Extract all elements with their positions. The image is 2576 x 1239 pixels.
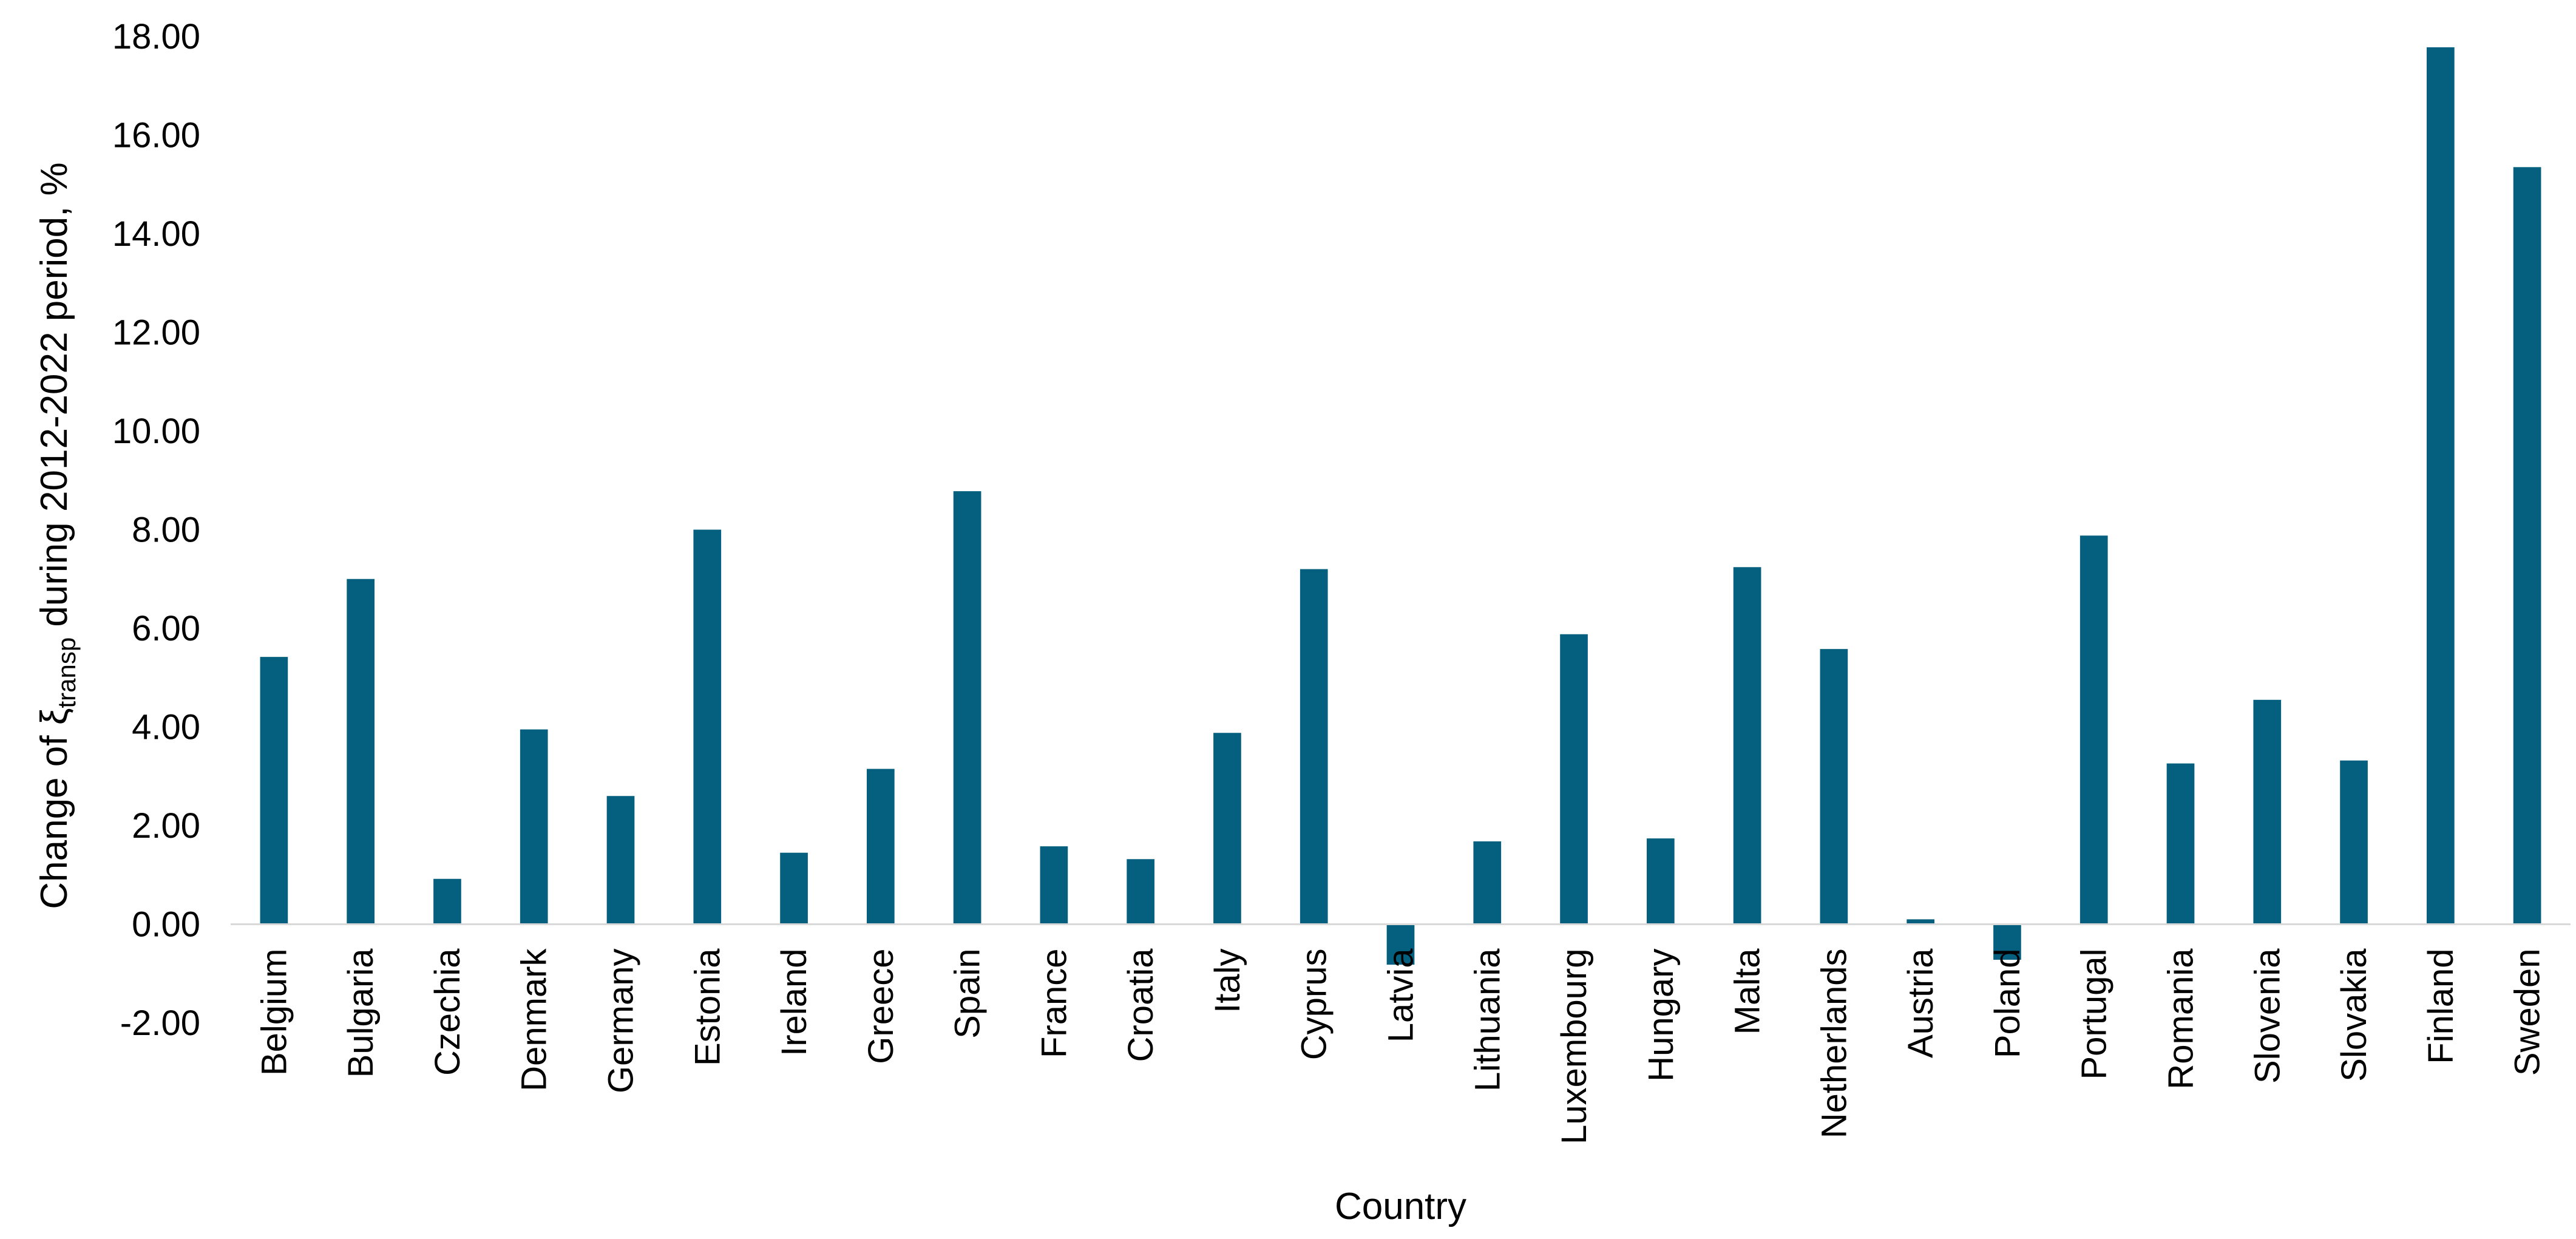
bar (1907, 919, 1935, 925)
bar (1213, 733, 1241, 925)
y-axis-title-subscript: transp (52, 637, 81, 708)
x-tick-label: Spain (948, 949, 988, 1039)
y-tick-label: 2.00 (132, 806, 200, 846)
x-tick-label: Slovakia (2334, 948, 2374, 1082)
x-tick-label: Latvia (1381, 948, 1421, 1043)
x-axis-title: Country (1335, 1186, 1466, 1227)
x-tick-label: Luxembourg (1554, 949, 1594, 1144)
x-tick-label: Greece (861, 949, 901, 1064)
x-tick-label: Lithuania (1468, 948, 1507, 1091)
x-tick-label: Bulgaria (341, 948, 381, 1078)
x-tick-label: Austria (1901, 948, 1940, 1058)
bar (433, 878, 461, 925)
y-tick-label: 8.00 (132, 511, 200, 550)
x-tick-label: Germany (602, 949, 641, 1094)
bar (2513, 167, 2541, 925)
bar (520, 729, 548, 925)
bar (1386, 924, 1415, 965)
x-tick-label: Czechia (428, 948, 467, 1076)
x-tick-label: Croatia (1121, 948, 1161, 1062)
x-tick-label: Ireland (774, 949, 814, 1056)
bar (1993, 924, 2021, 960)
y-tick-label: 6.00 (132, 609, 200, 648)
bar (1820, 649, 1848, 925)
bar (347, 579, 375, 925)
y-tick-label: 16.00 (112, 116, 200, 155)
bar (1560, 634, 1588, 925)
y-tick-label: 0.00 (132, 905, 200, 945)
x-tick-label: Finland (2421, 949, 2461, 1064)
bar (1733, 567, 1761, 925)
x-tick-label: Italy (1208, 949, 1247, 1013)
x-tick-label: Sweden (2508, 949, 2547, 1076)
x-tick-label: Portugal (2075, 949, 2114, 1080)
bar (2426, 47, 2455, 925)
x-tick-label: France (1034, 949, 1074, 1059)
y-tick-label: -2.00 (120, 1003, 200, 1043)
bar (606, 796, 635, 925)
bar (953, 491, 981, 925)
bar (1127, 859, 1155, 925)
bar (2340, 760, 2368, 925)
x-tick-label: Netherlands (1814, 949, 1854, 1139)
bar (780, 852, 808, 925)
bar (1300, 569, 1328, 925)
bar (260, 657, 288, 925)
bar (1040, 846, 1068, 925)
bar (2166, 763, 2195, 925)
y-axis-title-suffix: during 2012-2022 period, % (33, 162, 75, 637)
x-tick-label: Estonia (688, 948, 727, 1066)
x-tick-label: Malta (1728, 948, 1768, 1035)
x-tick-label: Slovenia (2248, 948, 2287, 1084)
bar (866, 769, 895, 925)
bar (693, 529, 722, 925)
y-axis-title-prefix: Change of (33, 725, 75, 909)
x-tick-label: Cyprus (1295, 949, 1334, 1061)
bar (2253, 699, 2282, 925)
y-axis-title-symbol: ξ (33, 708, 75, 725)
x-tick-label: Poland (1988, 949, 2027, 1059)
y-tick-label: 12.00 (112, 313, 200, 353)
x-tick-label: Romania (2161, 948, 2201, 1090)
y-tick-label: 4.00 (132, 708, 200, 747)
x-tick-label: Denmark (515, 948, 554, 1091)
bar (1473, 841, 1502, 925)
x-tick-label: Belgium (254, 949, 294, 1076)
y-tick-label: 18.00 (112, 17, 200, 56)
bars (260, 47, 2541, 965)
y-tick-label: 10.00 (112, 412, 200, 451)
bar (2079, 535, 2108, 925)
y-axis-tick-labels: -2.00 0.00 2.00 4.00 6.00 8.00 10.00 12.00 14.00… (112, 17, 200, 1043)
bar (1646, 838, 1675, 925)
y-axis-title: Change of ξtransp during 2012-2022 perio… (33, 162, 81, 909)
x-tick-label: Hungary (1641, 949, 1681, 1082)
y-tick-label: 14.00 (112, 214, 200, 254)
x-axis-tick-labels: Belgium Bulgaria Czechia Denmark Germany Esto… (254, 948, 2547, 1144)
